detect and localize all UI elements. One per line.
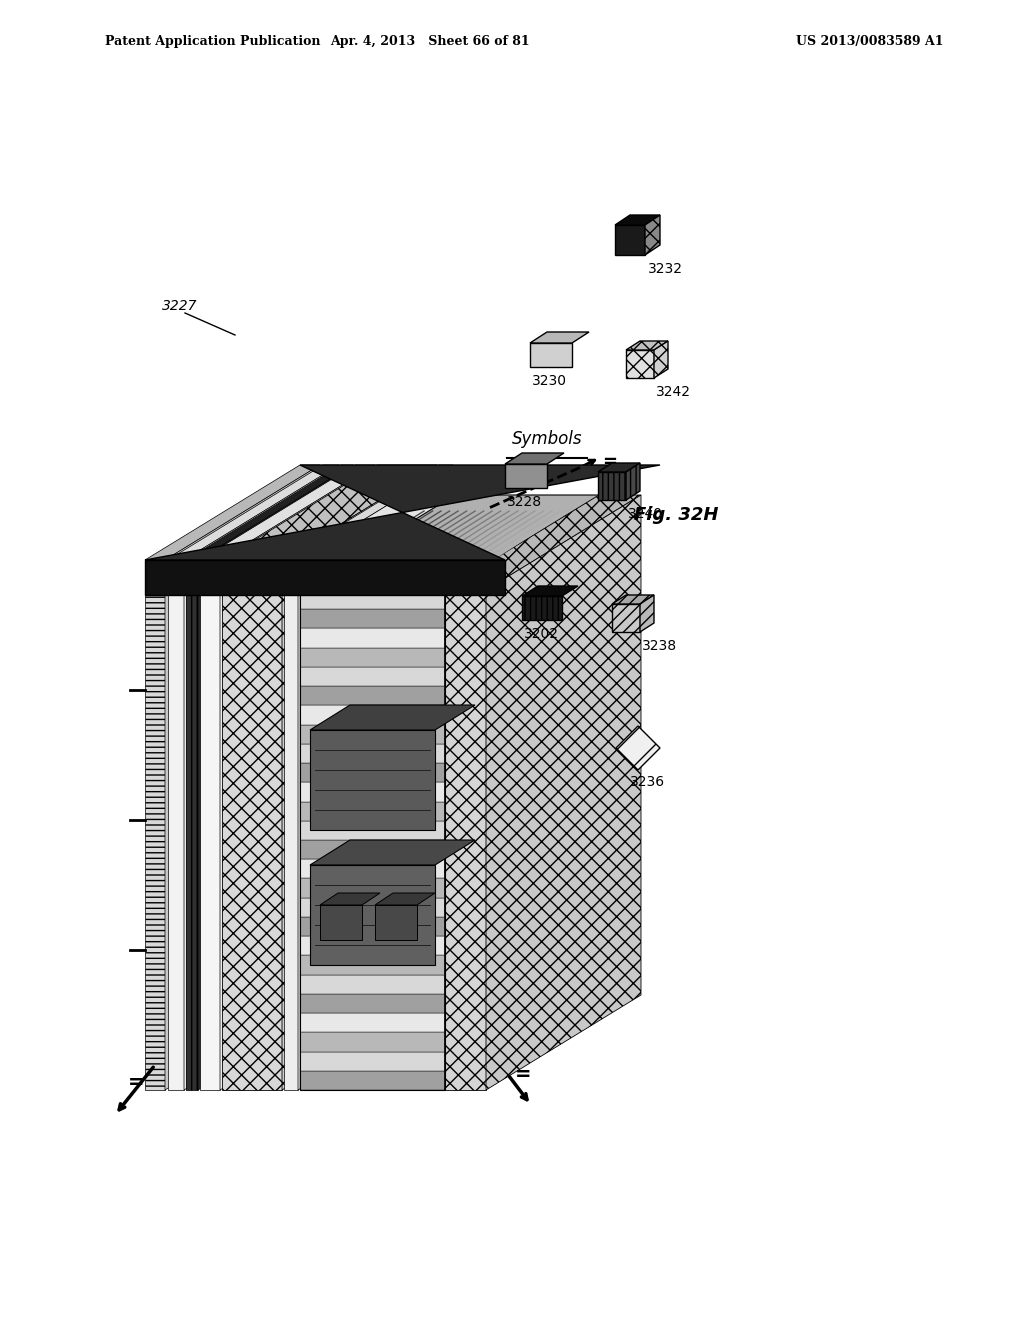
Polygon shape xyxy=(300,936,445,956)
Polygon shape xyxy=(616,726,660,770)
Polygon shape xyxy=(198,465,353,1090)
Polygon shape xyxy=(300,590,445,610)
Polygon shape xyxy=(486,495,641,1090)
Polygon shape xyxy=(300,705,445,725)
Text: 3227: 3227 xyxy=(162,300,198,313)
Polygon shape xyxy=(319,906,362,940)
Polygon shape xyxy=(300,801,445,821)
Text: Fig. 32H: Fig. 32H xyxy=(634,506,719,524)
Polygon shape xyxy=(300,917,445,936)
Polygon shape xyxy=(186,560,198,1090)
Polygon shape xyxy=(615,224,645,255)
Polygon shape xyxy=(626,350,654,378)
Text: US 2013/0083589 A1: US 2013/0083589 A1 xyxy=(797,36,944,49)
Polygon shape xyxy=(200,560,220,1090)
Text: =: = xyxy=(602,454,617,471)
Polygon shape xyxy=(444,590,486,1090)
Polygon shape xyxy=(300,974,445,994)
Polygon shape xyxy=(300,879,445,898)
Polygon shape xyxy=(200,465,375,560)
Polygon shape xyxy=(284,465,453,560)
Polygon shape xyxy=(310,705,475,730)
Polygon shape xyxy=(645,215,660,255)
Polygon shape xyxy=(300,610,445,628)
Text: 3228: 3228 xyxy=(507,495,542,510)
Polygon shape xyxy=(145,560,505,595)
Polygon shape xyxy=(598,473,626,500)
Polygon shape xyxy=(505,453,564,465)
Polygon shape xyxy=(300,763,445,783)
Text: 3202: 3202 xyxy=(524,627,559,642)
Polygon shape xyxy=(300,667,445,686)
Polygon shape xyxy=(284,560,298,1090)
Polygon shape xyxy=(222,465,437,560)
Polygon shape xyxy=(300,783,445,801)
Polygon shape xyxy=(319,894,380,906)
Text: =: = xyxy=(128,1073,144,1092)
Polygon shape xyxy=(300,1052,445,1071)
Polygon shape xyxy=(300,956,445,974)
Polygon shape xyxy=(598,463,640,473)
Polygon shape xyxy=(612,605,640,632)
Polygon shape xyxy=(530,343,572,367)
Polygon shape xyxy=(145,465,319,560)
Text: 3240: 3240 xyxy=(628,507,663,521)
Polygon shape xyxy=(505,465,547,488)
Polygon shape xyxy=(522,597,562,620)
Polygon shape xyxy=(375,906,417,940)
Text: 3238: 3238 xyxy=(642,639,677,653)
Polygon shape xyxy=(375,894,435,906)
Text: =: = xyxy=(515,1065,531,1084)
Polygon shape xyxy=(300,686,445,705)
Polygon shape xyxy=(298,465,453,1090)
Polygon shape xyxy=(654,341,668,378)
Text: 3232: 3232 xyxy=(648,261,683,276)
Polygon shape xyxy=(300,1032,445,1052)
Polygon shape xyxy=(310,865,435,965)
Polygon shape xyxy=(310,730,435,830)
Polygon shape xyxy=(640,595,654,632)
Polygon shape xyxy=(300,840,445,859)
Text: 3242: 3242 xyxy=(656,385,691,399)
Polygon shape xyxy=(300,495,600,590)
Text: 3230: 3230 xyxy=(532,374,567,388)
Polygon shape xyxy=(626,341,668,350)
Text: Symbols: Symbols xyxy=(512,430,583,447)
Polygon shape xyxy=(626,463,640,500)
Polygon shape xyxy=(300,628,445,648)
Polygon shape xyxy=(145,560,165,1090)
Polygon shape xyxy=(300,744,445,763)
Polygon shape xyxy=(145,465,660,560)
Polygon shape xyxy=(522,586,578,597)
Polygon shape xyxy=(184,465,339,1090)
Polygon shape xyxy=(300,821,445,840)
Polygon shape xyxy=(444,495,641,590)
Polygon shape xyxy=(530,333,589,343)
Polygon shape xyxy=(300,648,445,667)
Polygon shape xyxy=(168,560,184,1090)
Polygon shape xyxy=(612,595,654,605)
Polygon shape xyxy=(300,1071,445,1090)
Text: Patent Application Publication: Patent Application Publication xyxy=(105,36,321,49)
Text: 3236: 3236 xyxy=(630,775,666,789)
Polygon shape xyxy=(300,859,445,879)
Polygon shape xyxy=(220,465,375,1090)
Polygon shape xyxy=(310,840,475,865)
Polygon shape xyxy=(222,560,282,1090)
Polygon shape xyxy=(300,1012,445,1032)
Polygon shape xyxy=(186,465,353,560)
Polygon shape xyxy=(165,465,319,1090)
Polygon shape xyxy=(300,994,445,1012)
Polygon shape xyxy=(282,465,437,1090)
Text: Apr. 4, 2013   Sheet 66 of 81: Apr. 4, 2013 Sheet 66 of 81 xyxy=(330,36,529,49)
Polygon shape xyxy=(168,465,339,560)
Polygon shape xyxy=(615,215,660,224)
Polygon shape xyxy=(300,725,445,744)
Polygon shape xyxy=(300,898,445,917)
